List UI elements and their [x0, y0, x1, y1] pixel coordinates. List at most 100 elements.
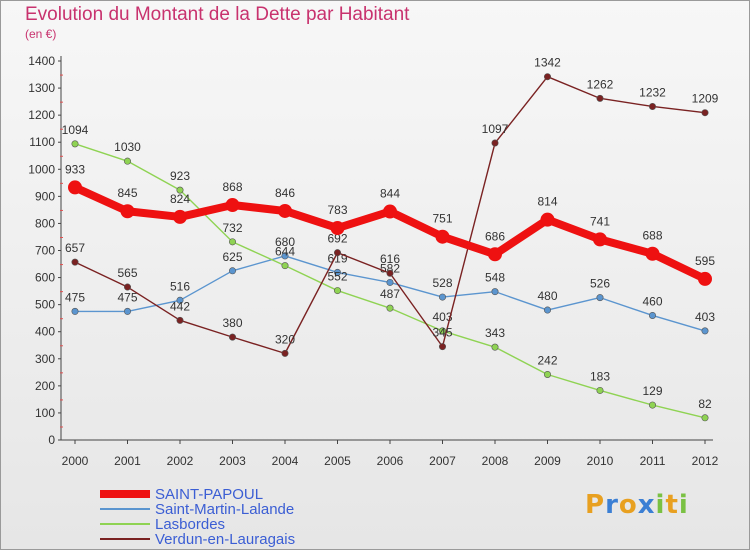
data-point	[593, 232, 607, 247]
data-label: 1097	[482, 122, 509, 136]
y-tick-label: 100	[35, 406, 55, 420]
data-point	[648, 102, 656, 110]
x-tick-label: 2003	[219, 454, 246, 468]
data-label: 595	[695, 254, 715, 268]
data-label: 1232	[639, 85, 666, 99]
legend-label: SAINT-PAPOUL	[155, 486, 263, 503]
data-point	[491, 343, 499, 351]
data-point	[438, 343, 446, 351]
y-tick-label: 200	[35, 379, 55, 393]
data-point	[333, 287, 341, 295]
data-point	[68, 180, 82, 195]
logo-letter: x	[637, 490, 656, 520]
y-tick-label: 500	[35, 298, 55, 312]
data-label: 845	[117, 186, 137, 200]
data-point	[596, 294, 604, 302]
legend-label: Lasbordes	[155, 516, 225, 533]
data-label: 345	[432, 326, 452, 340]
data-point	[386, 304, 394, 312]
data-point	[229, 333, 237, 341]
data-label: 548	[485, 271, 505, 285]
y-tick-label: 1200	[28, 108, 55, 122]
data-label: 82	[698, 397, 712, 411]
data-label: 516	[170, 279, 190, 293]
data-point	[176, 186, 184, 194]
x-tick-label: 2009	[534, 454, 561, 468]
data-label: 686	[485, 229, 505, 243]
logo-letter: i	[655, 490, 666, 520]
data-label: 320	[275, 332, 295, 346]
data-point	[173, 209, 187, 224]
data-label: 242	[537, 353, 557, 367]
data-label: 923	[170, 169, 190, 183]
data-point	[176, 316, 184, 324]
logo-letter: i	[678, 490, 689, 520]
data-point	[645, 246, 660, 261]
logo-letter: t	[665, 490, 679, 520]
x-tick-label: 2005	[324, 454, 351, 468]
x-tick-label: 2004	[272, 454, 299, 468]
data-point	[124, 157, 132, 165]
data-label: 480	[537, 289, 557, 303]
data-label: 732	[222, 221, 242, 235]
data-label: 552	[327, 270, 347, 284]
data-point	[698, 271, 712, 286]
data-label: 868	[222, 180, 242, 194]
data-label: 644	[275, 245, 295, 259]
data-point	[491, 139, 499, 147]
data-label: 475	[65, 290, 85, 304]
data-point	[333, 268, 341, 276]
y-tick-label: 800	[35, 216, 55, 230]
y-tick-label: 1000	[28, 162, 55, 176]
legend-label: Verdun-en-Lauragais	[155, 531, 295, 548]
logo-letter: o	[618, 490, 638, 520]
data-point	[438, 293, 446, 301]
data-label: 475	[117, 290, 137, 304]
data-label: 741	[590, 214, 610, 228]
data-point	[540, 212, 555, 227]
data-label: 846	[275, 186, 295, 200]
y-tick-label: 1400	[28, 54, 55, 68]
legend-label: Saint-Martin-Lalande	[155, 501, 294, 518]
x-tick-label: 2010	[587, 454, 614, 468]
data-label: 657	[65, 241, 85, 255]
data-point	[435, 229, 450, 244]
data-label: 751	[432, 212, 452, 226]
data-label: 933	[65, 162, 85, 176]
data-point	[124, 283, 132, 291]
x-tick-label: 2008	[482, 454, 509, 468]
data-label: 1094	[62, 123, 89, 137]
data-point	[124, 307, 132, 315]
data-point	[701, 109, 709, 117]
data-point	[438, 327, 446, 335]
data-point	[596, 386, 604, 394]
data-point	[491, 288, 499, 296]
data-point	[71, 140, 79, 148]
y-tick-label: 1300	[28, 81, 55, 95]
data-point	[488, 247, 502, 262]
data-label: 616	[380, 252, 400, 266]
data-label: 625	[222, 250, 242, 264]
data-point	[596, 94, 604, 102]
data-label: 844	[380, 187, 400, 201]
data-point	[71, 258, 79, 266]
data-point	[386, 269, 394, 277]
data-point	[120, 204, 135, 219]
data-label: 814	[537, 195, 557, 209]
chart-subtitle: (en €)	[25, 27, 57, 41]
y-tick-label: 300	[35, 352, 55, 366]
y-tick-label: 0	[48, 433, 55, 447]
data-label: 680	[275, 235, 295, 249]
data-point	[281, 262, 289, 270]
data-point	[229, 267, 237, 275]
y-tick-label: 400	[35, 325, 55, 339]
data-label: 824	[170, 192, 190, 206]
y-tick-label: 900	[35, 189, 55, 203]
data-point	[648, 311, 656, 319]
data-point	[225, 198, 240, 213]
data-point	[543, 370, 551, 378]
data-point	[701, 414, 709, 422]
y-tick-label: 1100	[29, 135, 55, 149]
data-label: 688	[642, 229, 662, 243]
